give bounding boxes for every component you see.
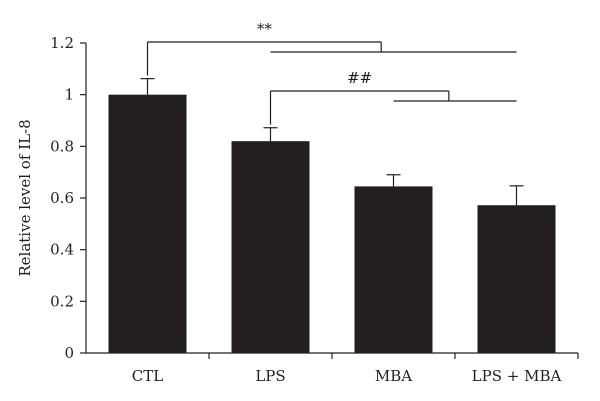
y-tick-label: 1.2 (50, 34, 74, 52)
bar-lps-mba (477, 205, 556, 353)
x-tick-label: LPS (255, 367, 285, 385)
significance-label: ** (257, 20, 273, 38)
y-axis-title: Relative level of IL-8 (16, 119, 34, 276)
significance-annotations: ** ## (146, 20, 517, 125)
bar-ctl (108, 94, 187, 354)
x-tick-label: LPS + MBA (472, 367, 562, 385)
bar-mba (354, 186, 433, 353)
y-tick-label: 0 (64, 344, 74, 362)
x-axis-labels: CTL LPS MBA LPS + MBA (132, 353, 579, 385)
x-tick-label: CTL (132, 367, 163, 385)
y-tick-label: 0.4 (50, 241, 74, 259)
y-tick-label: 1 (64, 86, 74, 104)
significance-label: ## (347, 69, 372, 87)
y-tick-label: 0.8 (50, 137, 74, 155)
error-bars (140, 78, 524, 206)
bar-lps (231, 141, 310, 353)
y-tick-label: 0.6 (50, 189, 74, 207)
bars (108, 94, 556, 354)
y-tick-label: 0.2 (50, 292, 74, 310)
y-axis-ticks: 0 0.2 0.4 0.6 0.8 1 1.2 (50, 34, 86, 362)
x-tick-label: MBA (375, 367, 412, 385)
